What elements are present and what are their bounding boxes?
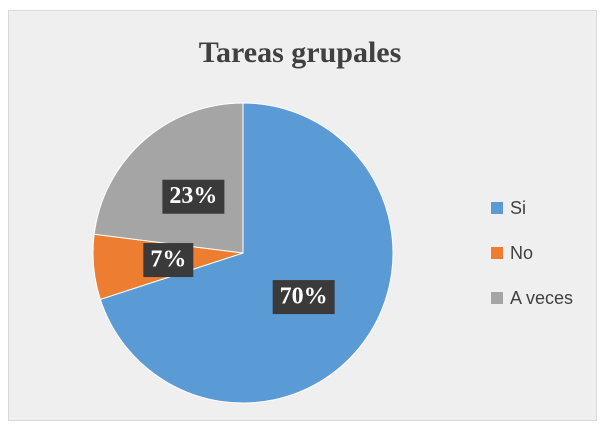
pie-slice	[93, 102, 244, 254]
legend-swatch	[491, 292, 503, 304]
legend-label: Si	[510, 198, 526, 218]
data-label: 7%	[150, 247, 186, 273]
pie-slice	[99, 102, 394, 404]
chart-title: Tareas grupales	[199, 36, 402, 69]
data-label-box	[272, 280, 335, 315]
data-label: 23%	[169, 183, 217, 209]
legend-swatch	[491, 202, 503, 214]
legend-label: No	[510, 243, 533, 263]
legend-swatch	[491, 247, 503, 259]
data-label-box	[162, 179, 225, 214]
data-label-box	[143, 243, 194, 278]
data-label: 70%	[280, 284, 328, 310]
legend-label: A veces	[510, 288, 573, 308]
